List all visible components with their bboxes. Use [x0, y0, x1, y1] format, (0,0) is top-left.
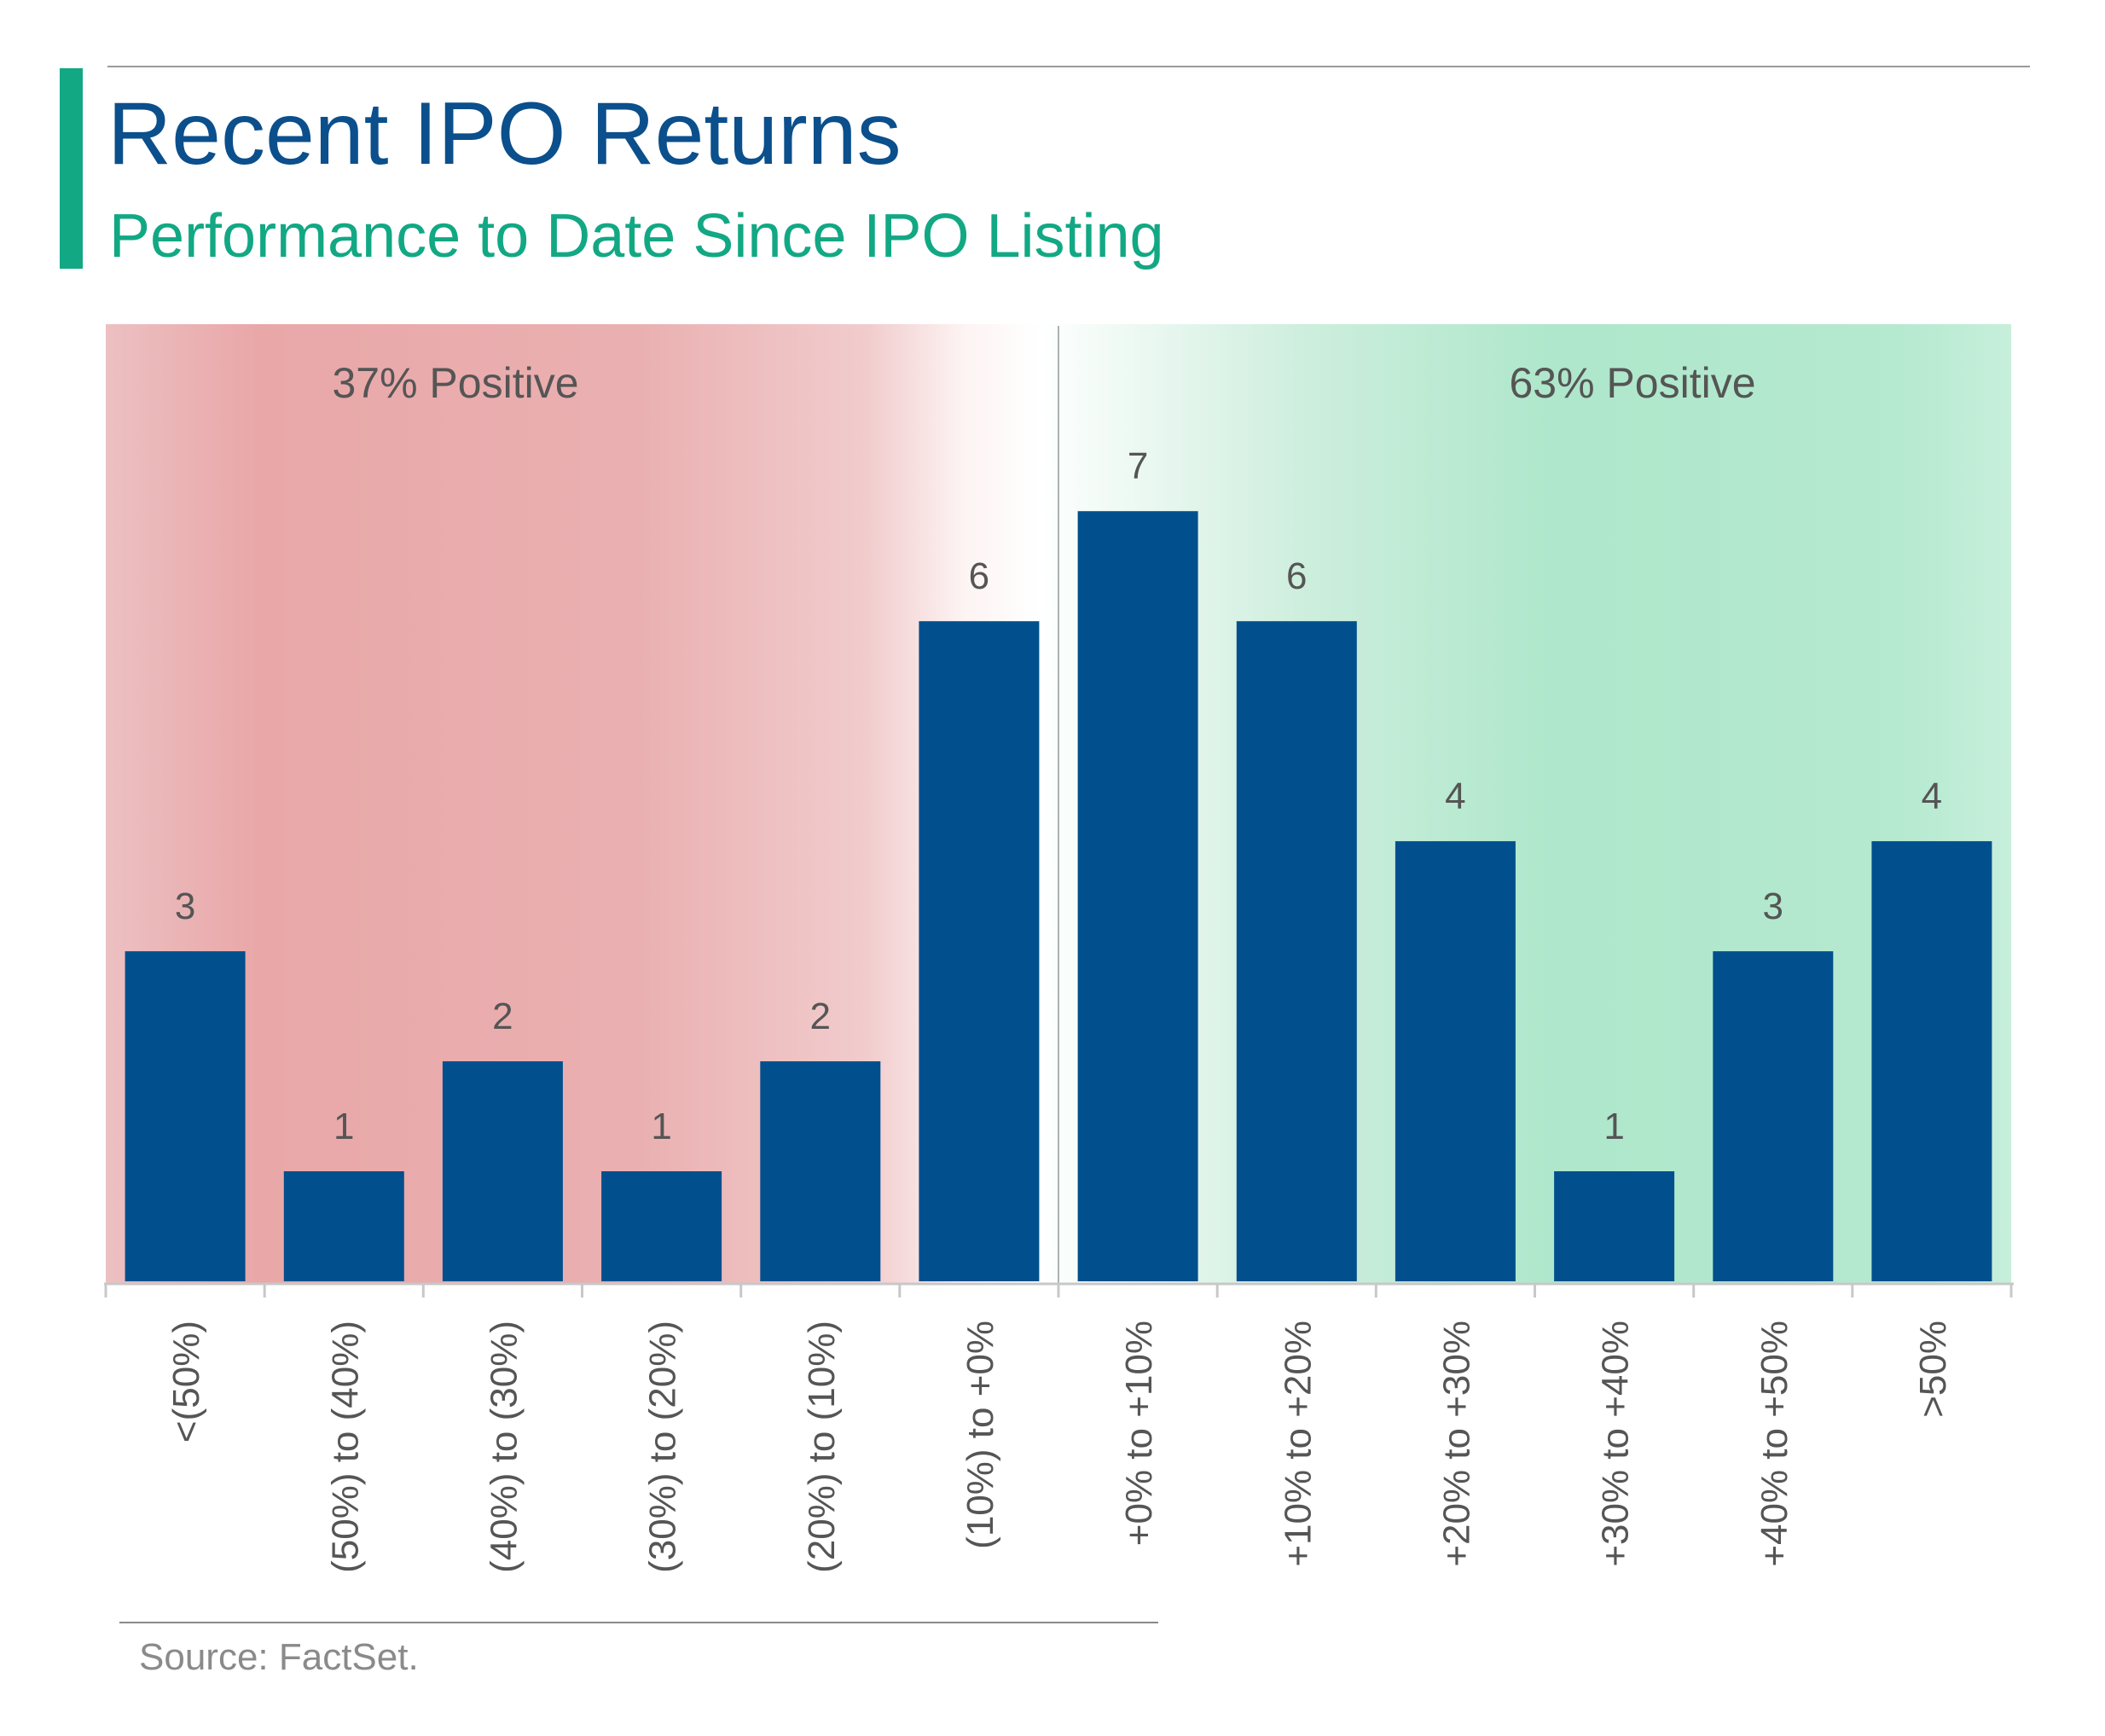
- bar: [1236, 621, 1357, 1281]
- category-tick-label: (40%) to (30%): [483, 1321, 525, 1573]
- data-label: 3: [175, 885, 195, 927]
- data-label: 7: [1128, 445, 1148, 487]
- bar: [1395, 841, 1516, 1281]
- bar: [601, 1171, 722, 1281]
- category-tick-label: +20% to +30%: [1435, 1321, 1477, 1567]
- data-label: 4: [1445, 775, 1465, 817]
- data-label: 6: [969, 555, 989, 597]
- bar: [283, 1171, 404, 1281]
- bar: [1554, 1171, 1675, 1281]
- bar: [1871, 841, 1992, 1281]
- category-tick-label: +0% to +10%: [1118, 1321, 1160, 1546]
- bar: [125, 951, 246, 1281]
- source-note: Source: FactSet.: [139, 1636, 419, 1678]
- category-tick-label: (50%) to (40%): [324, 1321, 366, 1573]
- bar: [760, 1061, 881, 1281]
- chart-title: Recent IPO Returns: [107, 84, 902, 183]
- bar: [919, 621, 1040, 1281]
- data-label: 1: [651, 1106, 671, 1147]
- bars-layer: 3 1 2 1 2 6 7 6 4 1 3 4: [125, 445, 1992, 1281]
- data-label: 6: [1286, 555, 1307, 597]
- category-tick-label: (10%) to +0%: [960, 1321, 1001, 1549]
- data-label: 2: [492, 996, 513, 1037]
- title-accent-bar: [60, 68, 83, 269]
- source-rule: [119, 1622, 1158, 1623]
- ticks-layer: [104, 1284, 2013, 1298]
- bar: [442, 1061, 563, 1281]
- category-tick-label: (20%) to (10%): [801, 1321, 843, 1573]
- data-label: 1: [1603, 1106, 1624, 1147]
- data-label: 4: [1922, 775, 1942, 817]
- data-label: 2: [810, 996, 831, 1037]
- category-tick-label: (30%) to (20%): [642, 1321, 684, 1573]
- bar: [1077, 511, 1198, 1281]
- positive-zone-annotation: 63% Positive: [1509, 359, 1755, 407]
- category-tick-label: +40% to +50%: [1754, 1321, 1795, 1567]
- chart-subtitle: Performance to Date Since IPO Listing: [109, 202, 1164, 270]
- category-tick-label: <(50%): [165, 1321, 207, 1443]
- category-tick-label: +10% to +20%: [1277, 1321, 1319, 1567]
- bar: [1713, 951, 1834, 1281]
- top-rule: [107, 66, 2030, 67]
- data-label: 1: [333, 1106, 354, 1147]
- labels-layer: <(50%) (50%) to (40%) (40%) to (30%) (30%) …: [165, 1321, 1954, 1573]
- negative-zone-annotation: 37% Positive: [332, 359, 578, 407]
- data-label: 3: [1763, 885, 1783, 927]
- category-tick-label: >50%: [1912, 1321, 1954, 1418]
- category-tick-label: +30% to +40%: [1595, 1321, 1637, 1567]
